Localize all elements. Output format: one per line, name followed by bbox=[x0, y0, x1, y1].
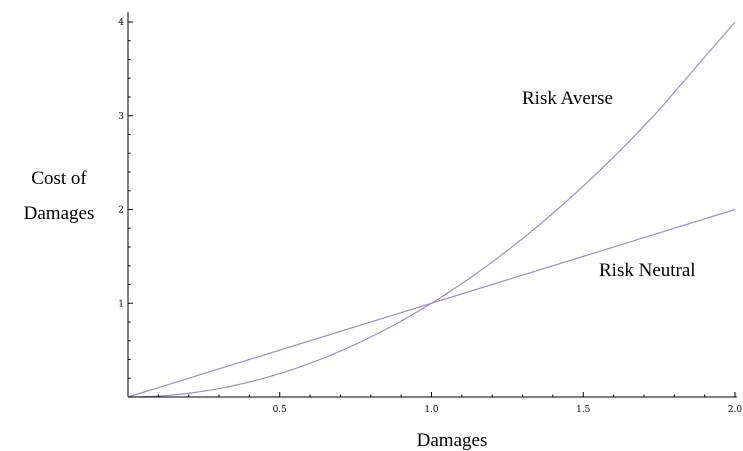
y-tick-label: 4 bbox=[118, 18, 124, 28]
series-line-risk-averse bbox=[127, 21, 736, 398]
series-label-risk-averse: Risk Averse bbox=[522, 88, 613, 109]
y-tick-label: 2 bbox=[118, 206, 124, 216]
y-axis-label-line-1: Cost of bbox=[31, 168, 87, 189]
y-tick-label: 1 bbox=[118, 299, 124, 309]
y-tick-label: 3 bbox=[118, 112, 124, 122]
y-ticks-group: 1 2 3 4 bbox=[118, 18, 133, 379]
plot-series-group bbox=[127, 21, 736, 398]
x-tick-label: 2.0 bbox=[728, 405, 743, 415]
series-line-risk-neutral bbox=[127, 208, 736, 398]
x-ticks-group: 0.5 1.0 1.5 2.0 bbox=[157, 392, 743, 415]
x-tick-label: 0.5 bbox=[273, 405, 288, 415]
x-tick-label: 1.5 bbox=[576, 405, 591, 415]
y-axis-label-line-2: Damages bbox=[24, 203, 95, 224]
series-label-risk-neutral: Risk Neutral bbox=[599, 260, 696, 281]
x-axis-label: Damages bbox=[417, 430, 488, 451]
x-tick-label: 1.0 bbox=[424, 405, 439, 415]
